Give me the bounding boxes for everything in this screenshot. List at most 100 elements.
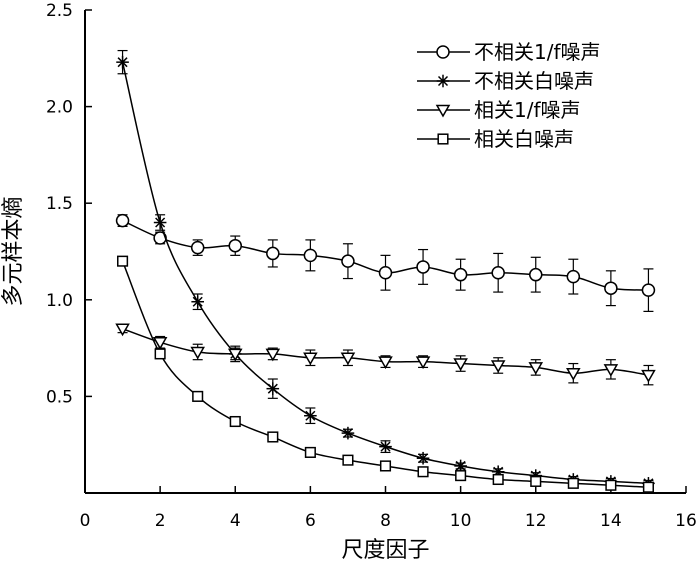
data-point xyxy=(529,267,543,282)
star-stroke xyxy=(342,428,353,439)
data-point xyxy=(453,267,468,282)
data-point xyxy=(415,356,431,370)
data-point xyxy=(453,358,468,372)
y-axis-label: 多元样本熵 xyxy=(1,196,26,306)
data-point xyxy=(378,266,393,280)
x-axis-ticks: 0 2 4 6 8 10 12 14 16 xyxy=(80,486,697,531)
star-stroke xyxy=(305,410,316,421)
data-point xyxy=(416,451,430,465)
star-stroke xyxy=(155,217,166,228)
data-point xyxy=(303,248,318,263)
x-tick-label: 2 xyxy=(155,511,166,531)
data-point xyxy=(303,352,318,366)
x-tick-label: 14 xyxy=(600,511,622,531)
x-tick-label: 4 xyxy=(230,511,241,531)
x-tick-label: 0 xyxy=(80,511,91,531)
data-point xyxy=(417,466,429,478)
y-tick-label: 2.0 xyxy=(46,98,73,118)
data-point xyxy=(341,426,355,440)
plot-area: 0 2 4 6 8 10 12 14 16 0.5 1.0 1.5 2.0 2.5 xyxy=(46,1,697,531)
legend-marker xyxy=(437,133,449,145)
star-stroke xyxy=(117,57,128,68)
data-point xyxy=(416,260,430,274)
data-point xyxy=(154,348,166,360)
legend-label: 不相关1/f噪声 xyxy=(474,40,601,64)
x-tick-label: 6 xyxy=(305,511,316,531)
series-4 xyxy=(117,255,654,493)
data-point xyxy=(190,240,205,255)
legend-marker xyxy=(436,74,450,88)
data-point xyxy=(379,460,392,472)
data-point xyxy=(192,390,204,402)
series-layer xyxy=(115,49,656,493)
legend-marker xyxy=(435,104,451,118)
star-stroke xyxy=(380,441,391,452)
x-axis-label: 尺度因子 xyxy=(341,538,429,563)
data-point xyxy=(304,409,317,423)
x-tick-label: 12 xyxy=(525,511,547,531)
legend-label: 相关白噪声 xyxy=(474,127,574,151)
legend-label: 不相关白噪声 xyxy=(474,69,594,93)
legend-item-2: 不相关白噪声 xyxy=(417,69,594,93)
series-3 xyxy=(115,323,656,386)
legend-marker xyxy=(436,45,450,59)
data-point xyxy=(116,55,129,69)
data-point xyxy=(115,213,130,228)
data-point xyxy=(229,415,241,428)
y-tick-label: 1.0 xyxy=(46,291,73,311)
data-point xyxy=(115,323,130,337)
data-point xyxy=(340,352,356,366)
data-point xyxy=(491,266,505,280)
data-point xyxy=(304,446,316,458)
x-tick-label: 10 xyxy=(450,511,472,531)
star-stroke xyxy=(437,75,449,87)
y-tick-label: 0.5 xyxy=(46,387,73,407)
data-point xyxy=(378,356,393,370)
data-point xyxy=(267,431,279,443)
data-point xyxy=(566,367,581,381)
data-point xyxy=(530,475,542,487)
data-point xyxy=(266,382,280,395)
y-tick-label: 2.5 xyxy=(46,1,73,21)
x-tick-label: 8 xyxy=(380,511,391,531)
data-point xyxy=(153,216,167,229)
y-tick-label: 1.5 xyxy=(46,194,73,214)
data-point xyxy=(528,362,544,375)
data-point xyxy=(605,479,617,491)
legend-item-1: 不相关1/f噪声 xyxy=(417,40,601,64)
data-point xyxy=(492,473,504,486)
legend-item-4: 相关白噪声 xyxy=(417,127,574,151)
data-point xyxy=(641,369,656,383)
data-point xyxy=(117,255,129,267)
star-stroke xyxy=(192,296,203,307)
data-point xyxy=(190,346,205,360)
star-stroke xyxy=(418,453,429,464)
data-point xyxy=(191,295,204,309)
data-point xyxy=(566,269,581,284)
legend-label: 相关1/f噪声 xyxy=(474,98,581,122)
series-line xyxy=(121,260,649,488)
data-point xyxy=(604,281,618,295)
data-point xyxy=(567,477,579,489)
data-point xyxy=(228,238,242,253)
data-point xyxy=(227,348,243,362)
data-point xyxy=(265,348,281,362)
data-point xyxy=(266,246,280,261)
data-point xyxy=(603,364,619,377)
series-line xyxy=(121,61,649,485)
data-point xyxy=(455,470,467,482)
x-tick-label: 16 xyxy=(675,511,697,531)
data-point xyxy=(490,360,506,373)
data-point xyxy=(152,337,168,350)
data-point xyxy=(642,481,654,493)
data-point xyxy=(342,454,354,466)
y-axis-ticks: 0.5 1.0 1.5 2.0 2.5 xyxy=(46,1,92,407)
data-point xyxy=(341,254,355,268)
star-stroke xyxy=(267,383,278,394)
data-point xyxy=(379,440,392,453)
data-point xyxy=(641,283,656,297)
legend-item-3: 相关1/f噪声 xyxy=(417,98,581,122)
star-stroke xyxy=(455,460,466,471)
